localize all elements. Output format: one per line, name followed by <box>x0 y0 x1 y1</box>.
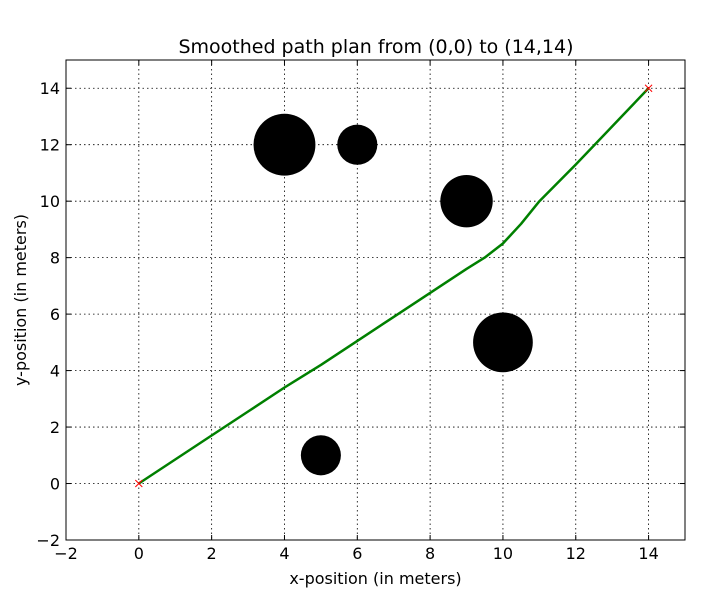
marker-stroke <box>134 479 143 488</box>
y-tick-label: 2 <box>50 418 60 437</box>
x-tick-label: 0 <box>134 544 144 563</box>
endpoint-marker <box>134 479 143 488</box>
x-tick-label: 10 <box>493 544 513 563</box>
x-tick-label: 6 <box>352 544 362 563</box>
y-tick-label: 10 <box>40 192 60 211</box>
y-tick-label: 12 <box>40 136 60 155</box>
x-tick-label: 8 <box>425 544 435 563</box>
endpoint-marker <box>644 84 653 93</box>
y-tick-label: 6 <box>50 305 60 324</box>
y-tick-label: 8 <box>50 249 60 268</box>
chart-title: Smoothed path plan from (0,0) to (14,14) <box>178 36 573 58</box>
x-tick-label: 12 <box>566 544 586 563</box>
plot-frame <box>65 59 686 541</box>
x-tick-label: −2 <box>54 544 78 563</box>
y-tick-label: 4 <box>50 362 60 381</box>
path-series <box>138 87 650 485</box>
y-axis-label: y-position (in meters) <box>11 214 30 386</box>
endpoint-markers <box>134 84 653 488</box>
y-tick-label: 0 <box>50 475 60 494</box>
obstacle-circle <box>440 174 493 228</box>
obstacle-circle <box>337 124 378 165</box>
x-tick-label: 2 <box>207 544 217 563</box>
y-tick-label: 14 <box>40 79 60 98</box>
obstacle-circle <box>473 312 533 373</box>
marker-stroke <box>644 84 653 93</box>
grid <box>66 60 685 540</box>
ticks: −2 0 2 4 6 8 10 12 14 −2 0 2 4 6 8 10 12 14 <box>36 60 685 563</box>
obstacle-circle <box>300 435 341 476</box>
x-tick-label: 4 <box>279 544 289 563</box>
obstacles <box>253 113 533 476</box>
x-tick-label: 14 <box>638 544 658 563</box>
x-axis-label: x-position (in meters) <box>289 569 461 588</box>
path-line <box>138 87 650 485</box>
obstacle-circle <box>253 113 316 176</box>
y-tick-label: −2 <box>36 531 60 550</box>
